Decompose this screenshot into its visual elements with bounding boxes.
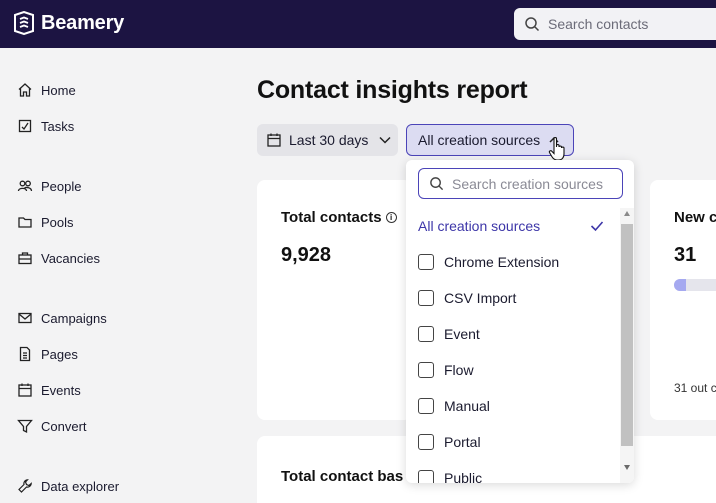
sidebar-item-pages[interactable]: Pages [17,342,78,366]
wrench-icon [18,479,32,493]
progress-fill [674,279,686,291]
sidebar-item-label: Campaigns [41,310,107,326]
checkbox[interactable] [418,362,434,378]
card-title: Total contact bas [281,468,404,485]
tasks-icon [18,119,32,133]
top-bar: Beamery [0,0,716,48]
sidebar: Home Tasks People Pools Vacancies Campai… [0,48,230,503]
search-icon [525,17,540,32]
checkbox[interactable] [418,290,434,306]
option-label: All creation sources [418,218,541,234]
date-range-button[interactable]: Last 30 days [257,124,398,156]
contact-search-input[interactable] [548,16,716,32]
option-event[interactable]: Event [418,322,618,346]
option-portal[interactable]: Portal [418,430,618,454]
option-manual[interactable]: Manual [418,394,618,418]
option-label: Public [444,470,483,483]
option-label: CSV Import [444,290,517,306]
sidebar-item-convert[interactable]: Convert [17,414,87,438]
sidebar-item-label: Pages [41,346,78,362]
total-contacts-card: Total contacts i 9,928 [257,180,412,420]
new-contacts-footnote: 31 out c [674,381,716,395]
brand-logo[interactable]: Beamery [12,11,124,35]
scroll-down-arrow-icon[interactable] [624,465,630,470]
sidebar-item-label: Tasks [41,118,75,134]
card-title: Total contacts i [281,209,397,226]
new-contacts-progress [674,279,716,291]
checkbox[interactable] [418,254,434,270]
new-contacts-value: 31 [674,244,697,266]
filter-icon [17,419,33,434]
sidebar-item-people[interactable]: People [17,174,81,198]
total-contacts-value: 9,928 [281,244,332,266]
contact-search[interactable] [514,8,716,40]
option-label: Event [444,326,480,342]
sidebar-item-label: Convert [41,418,87,434]
checkbox[interactable] [418,326,434,342]
calendar-icon [267,133,281,147]
sidebar-item-label: People [41,178,82,194]
creation-source-button[interactable]: All creation sources [406,124,574,156]
checkmark-icon [590,221,604,232]
date-range-label: Last 30 days [289,132,369,148]
checkbox[interactable] [418,434,434,450]
dropdown-scrollbar[interactable] [620,208,634,483]
sidebar-item-tasks[interactable]: Tasks [17,114,74,138]
creation-source-dropdown: All creation sources Chrome Extension CS… [406,160,634,483]
sidebar-item-pools[interactable]: Pools [17,210,74,234]
creation-source-search-input[interactable] [452,175,612,192]
brand-name: Beamery [41,11,125,34]
people-icon [17,180,33,192]
sidebar-item-campaigns[interactable]: Campaigns [17,306,107,330]
search-icon [430,177,444,191]
creation-source-label: All creation sources [418,132,541,148]
chevron-down-icon [379,136,391,144]
option-label: Flow [444,362,474,378]
card-title: New c [674,209,716,226]
checkbox[interactable] [418,470,434,483]
page-title: Contact insights report [257,76,528,104]
scroll-up-arrow-icon[interactable] [624,211,630,216]
option-all-creation-sources[interactable]: All creation sources [418,214,618,238]
hand-cursor-icon [548,136,565,161]
page-icon [19,346,31,362]
option-csv-import[interactable]: CSV Import [418,286,618,310]
info-icon[interactable]: i [385,212,397,223]
beamery-logo-icon [14,11,34,35]
sidebar-item-vacancies[interactable]: Vacancies [17,246,100,270]
new-contacts-card: New c 31 31 out c [650,180,716,420]
sidebar-item-label: Pools [41,214,74,230]
option-label: Chrome Extension [444,254,560,270]
sidebar-item-label: Home [41,82,76,98]
creation-source-search[interactable] [418,168,623,199]
folder-icon [18,217,32,228]
checkbox[interactable] [418,398,434,414]
sidebar-item-label: Data explorer [41,478,120,494]
option-label: Portal [444,434,481,450]
sidebar-item-label: Vacancies [41,250,101,266]
home-icon [18,83,32,97]
option-public[interactable]: Public [418,466,618,483]
briefcase-icon [18,252,32,265]
sidebar-item-label: Events [41,382,81,398]
creation-source-list: All creation sources Chrome Extension CS… [406,208,620,483]
option-flow[interactable]: Flow [418,358,618,382]
sidebar-item-events[interactable]: Events [17,378,81,402]
calendar-icon [18,383,32,397]
option-chrome-extension[interactable]: Chrome Extension [418,250,618,274]
sidebar-item-home[interactable]: Home [17,78,76,102]
option-label: Manual [444,398,490,414]
sidebar-item-data-explorer[interactable]: Data explorer [17,474,119,498]
mail-icon [18,312,32,324]
scrollbar-thumb[interactable] [621,224,633,446]
